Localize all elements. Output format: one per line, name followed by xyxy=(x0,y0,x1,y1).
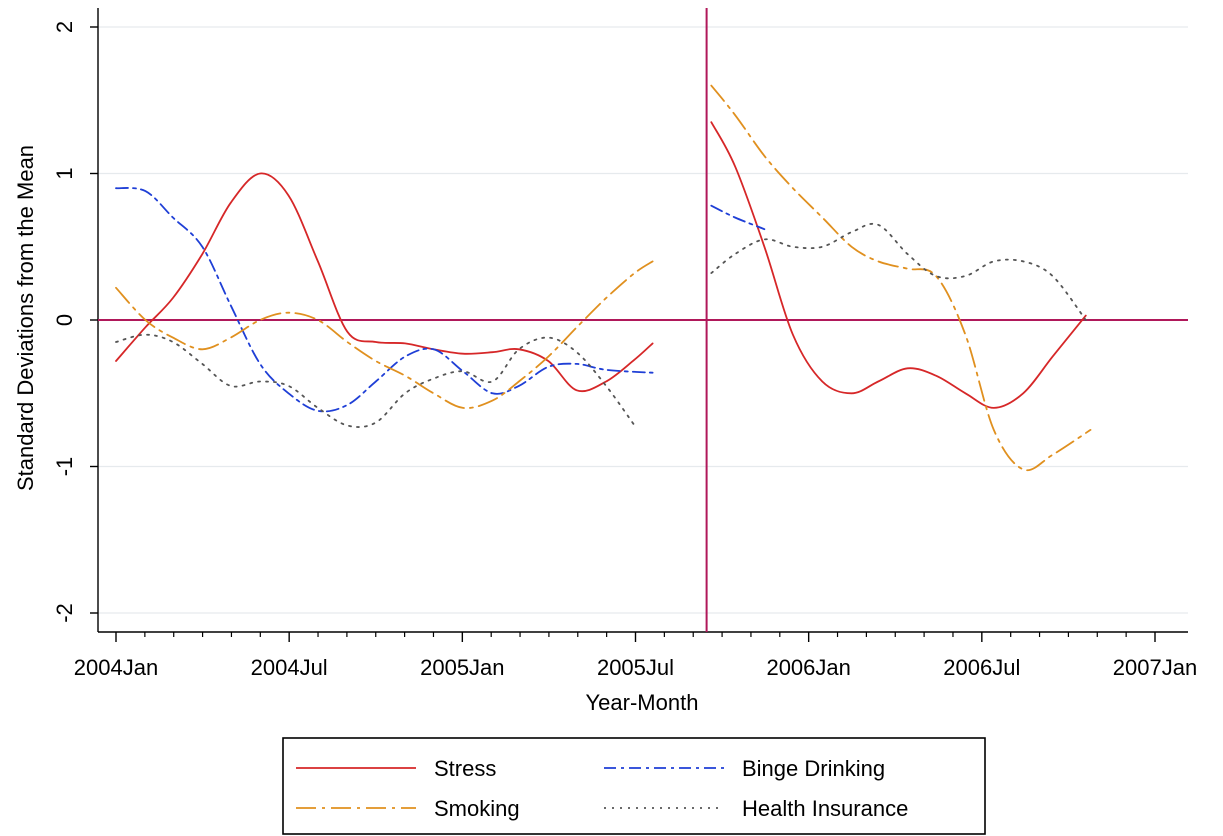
data-series xyxy=(115,84,1092,472)
x-tick-label-3: 2005Jul xyxy=(597,655,674,680)
y-axis-title: Standard Deviations from the Mean xyxy=(13,145,38,491)
y-tick-label-2: 0 xyxy=(52,314,77,326)
legend-box xyxy=(282,737,986,835)
tick-labels: 2 1 0 -1 -2 2004Jan 2004Jul 2005Jan 2005Jul 2006J… xyxy=(52,21,1197,680)
series-line-smoking-1 xyxy=(710,84,1092,472)
series-line-health-insurance-0 xyxy=(115,333,636,428)
x-tick-label-6: 2007Jan xyxy=(1113,655,1197,680)
y-tick-label-0: 2 xyxy=(52,21,77,33)
x-tick-label-4: 2006Jan xyxy=(766,655,850,680)
legend: Stress Binge Drinking Smoking Health Insura… xyxy=(282,737,986,835)
series-line-health-insurance-1 xyxy=(710,222,1087,321)
legend-label-stress: Stress xyxy=(434,756,496,781)
x-tick-label-2: 2005Jan xyxy=(420,655,504,680)
x-tick-label-5: 2006Jul xyxy=(943,655,1020,680)
series-line-binge-drinking-1 xyxy=(710,204,766,231)
y-tick-label-3: -1 xyxy=(52,457,77,477)
legend-label-binge-drinking: Binge Drinking xyxy=(742,756,885,781)
x-axis-title: Year-Month xyxy=(586,690,699,715)
x-tick-label-1: 2004Jul xyxy=(251,655,328,680)
y-tick-label-1: 1 xyxy=(52,167,77,179)
y-tick-label-4: -2 xyxy=(52,603,77,623)
series-line-binge-drinking-0 xyxy=(115,187,654,413)
series-line-stress-1 xyxy=(710,121,1087,409)
legend-label-smoking: Smoking xyxy=(434,796,520,821)
x-tick-label-0: 2004Jan xyxy=(74,655,158,680)
series-line-stress-0 xyxy=(115,172,654,393)
series-line-smoking-0 xyxy=(115,260,654,410)
legend-label-health-insurance: Health Insurance xyxy=(742,796,908,821)
reference-lines xyxy=(98,8,1188,632)
